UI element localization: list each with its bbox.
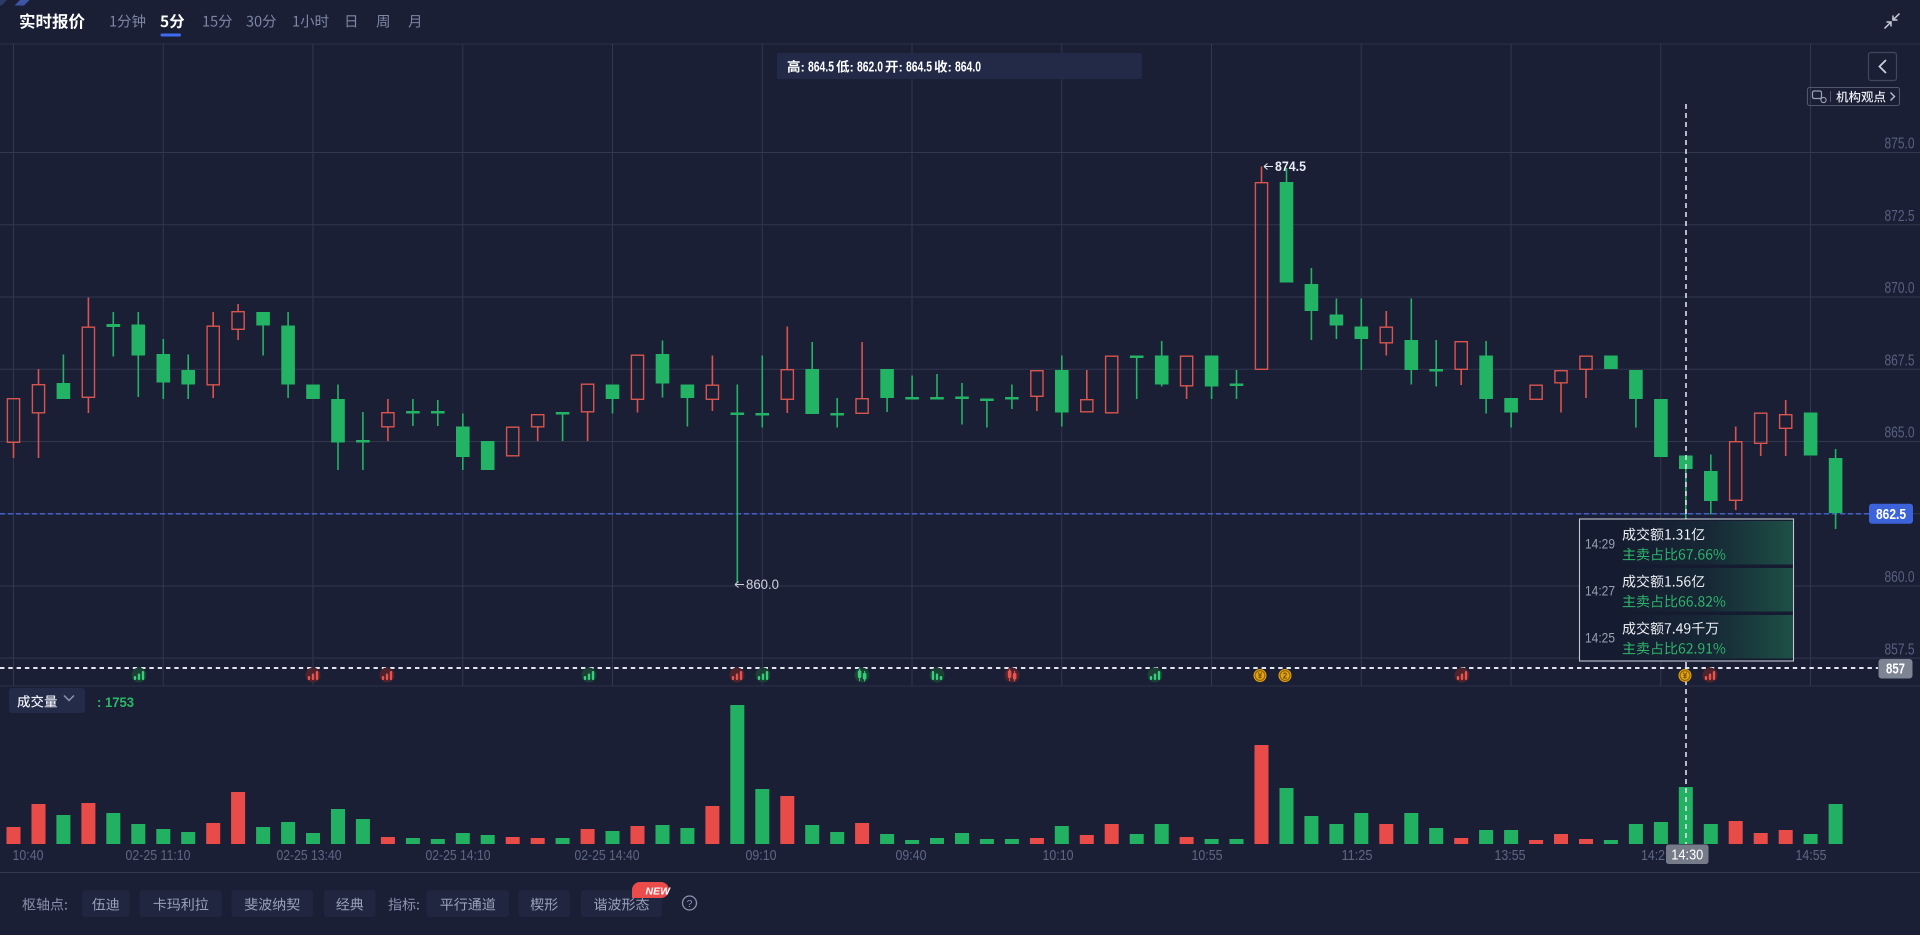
svg-text:860.0: 860.0 [1885,569,1915,586]
svg-text:¥: ¥ [1683,672,1688,681]
svg-text:870.0: 870.0 [1885,280,1915,297]
svg-text:02-25 14:10: 02-25 14:10 [426,847,491,864]
svg-text:864.0: 864.0 [955,59,981,76]
svg-text:857: 857 [1886,662,1905,678]
svg-text:02-25 13:40: 02-25 13:40 [277,847,342,864]
svg-text:11:25: 11:25 [1342,847,1373,864]
svg-text:02-25 11:10: 02-25 11:10 [126,847,191,864]
svg-text:10:10: 10:10 [1043,847,1074,864]
svg-text:14:2: 14:2 [1641,847,1665,864]
svg-text:10:40: 10:40 [13,847,44,864]
svg-text:13:55: 13:55 [1495,847,1526,864]
svg-text:872.5: 872.5 [1885,208,1915,225]
svg-text:: 1753: : 1753 [97,694,134,710]
svg-text:09:40: 09:40 [896,847,927,864]
svg-text:NEW: NEW [646,886,672,898]
svg-text:864.5: 864.5 [808,59,834,76]
svg-text:09:10: 09:10 [746,847,777,864]
svg-text:874.5: 874.5 [1275,159,1306,174]
svg-text::: : [850,60,854,75]
svg-text:14:27: 14:27 [1585,584,1615,599]
svg-text:862.5: 862.5 [1876,507,1906,523]
svg-text:875.0: 875.0 [1885,136,1915,153]
svg-text:2: 2 [1283,672,1288,681]
svg-text:860.0: 860.0 [746,577,779,592]
svg-text:02-25 14:40: 02-25 14:40 [575,847,640,864]
svg-text:10:55: 10:55 [1192,847,1223,864]
svg-text:862.0: 862.0 [857,59,883,76]
svg-text:865.0: 865.0 [1885,425,1915,442]
svg-text::: : [948,60,952,75]
svg-text:867.5: 867.5 [1885,352,1915,369]
svg-text:14:29: 14:29 [1585,537,1615,552]
svg-text:?: ? [687,898,693,910]
svg-text:857.5: 857.5 [1885,641,1915,658]
svg-text:14:55: 14:55 [1796,847,1827,864]
svg-text::: : [899,60,903,75]
svg-text:14:25: 14:25 [1585,631,1615,646]
svg-text:14:30: 14:30 [1671,848,1703,864]
svg-text:¥: ¥ [1258,672,1263,681]
svg-text::: : [801,60,805,75]
svg-text:864.5: 864.5 [906,59,932,76]
